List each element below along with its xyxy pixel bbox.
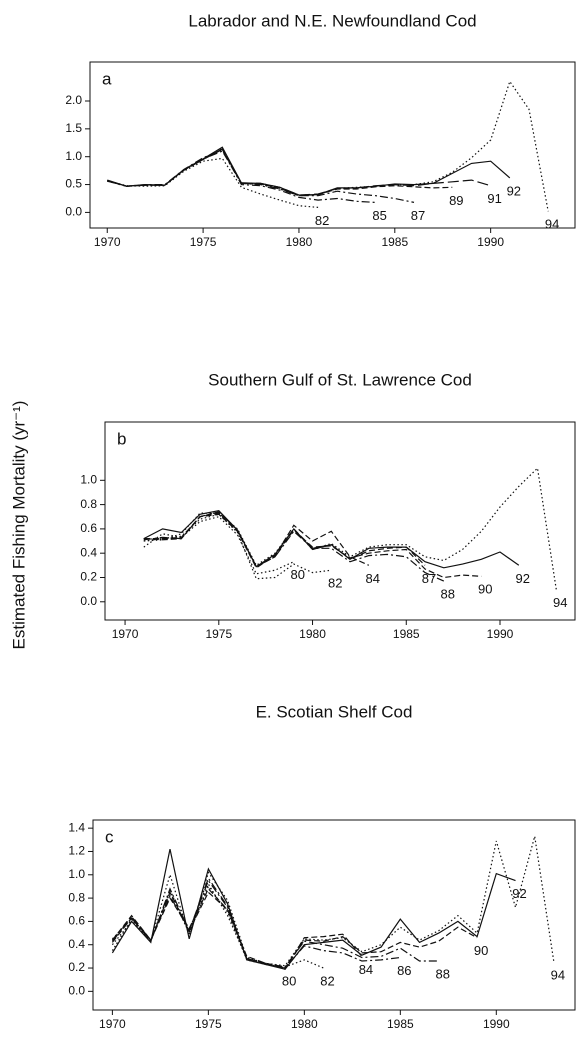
panel-letter: a [102,69,112,88]
y-axis-label: Estimated Fishing Mortality (yr⁻¹) [9,401,28,650]
series-line [107,148,491,196]
series-line [111,890,363,970]
series-label: 94 [551,968,565,983]
series-line [107,149,376,203]
series-label: 82 [320,973,334,988]
series-label: 89 [449,193,463,208]
series-label: 87 [422,571,436,586]
y-tick-label: 0.8 [80,497,97,511]
y-tick-label: 0.0 [68,984,85,998]
y-tick-label: 0.4 [68,937,85,951]
y-tick-label: 0.2 [68,960,85,974]
series-label: 82 [315,213,329,228]
series-label: 84 [359,962,373,977]
x-tick-label: 1970 [99,1017,126,1031]
series-line [143,510,520,569]
x-tick-label: 1990 [477,235,504,249]
chart-title: Labrador and N.E. Newfoundland Cod [188,11,476,30]
x-tick-label: 1970 [94,235,121,249]
series-label: 90 [478,582,492,597]
series-label: 90 [474,943,488,958]
x-tick-label: 1985 [381,235,408,249]
series-label: 84 [366,571,380,586]
series-label: 88 [441,587,455,602]
series-label: 87 [411,208,425,223]
plot-frame [92,819,576,1011]
y-tick-label: 1.0 [80,472,97,486]
series-label: 80 [282,973,296,988]
series-line [107,157,319,208]
y-tick-label: 1.0 [65,149,82,163]
series-line [143,513,370,569]
series-line [107,146,511,196]
series-label: 88 [435,966,449,981]
series-label: 92 [507,183,521,198]
series-line [143,466,557,590]
x-tick-label: 1980 [299,627,326,641]
y-tick-label: 1.0 [68,867,85,881]
y-tick-label: 1.2 [68,844,85,858]
x-tick-label: 1985 [387,1017,414,1031]
series-label: 86 [397,963,411,978]
y-tick-label: 0.4 [80,545,97,559]
series-label: 85 [372,208,386,223]
series-line [111,887,478,969]
x-tick-label: 1975 [195,1017,222,1031]
series-label: 82 [328,576,342,591]
x-tick-label: 1975 [190,235,217,249]
series-label: 92 [516,571,530,586]
series-line [111,848,516,970]
series-label: 94 [545,217,559,232]
x-tick-label: 1985 [393,627,420,641]
y-tick-label: 0.6 [80,521,97,535]
y-tick-label: 2.0 [65,93,82,107]
y-tick-label: 1.4 [68,820,85,834]
y-tick-label: 0.8 [68,890,85,904]
plot-frame [104,421,576,621]
chart-title: Southern Gulf of St. Lawrence Cod [208,370,472,389]
y-tick-label: 0.6 [68,914,85,928]
series-label: 94 [553,595,567,610]
x-tick-label: 1970 [112,627,139,641]
series-line [107,148,453,197]
series-line [111,836,555,967]
y-tick-label: 0.2 [80,570,97,584]
x-tick-label: 1990 [483,1017,510,1031]
y-tick-label: 1.5 [65,121,82,135]
series-line [107,150,415,203]
y-tick-label: 0.0 [80,594,97,608]
y-tick-label: 0.0 [65,205,82,219]
series-line [143,511,482,579]
chart-title: E. Scotian Shelf Cod [256,702,413,721]
y-tick-label: 0.5 [65,177,82,191]
panel-letter: b [117,429,126,448]
series-line [143,516,295,575]
panel-letter: c [105,827,114,846]
plot-frame [89,61,576,229]
x-tick-label: 1980 [291,1017,318,1031]
series-label: 91 [487,191,501,206]
x-tick-label: 1990 [487,627,514,641]
series-label: 80 [291,567,305,582]
x-tick-label: 1980 [286,235,313,249]
x-tick-label: 1975 [205,627,232,641]
